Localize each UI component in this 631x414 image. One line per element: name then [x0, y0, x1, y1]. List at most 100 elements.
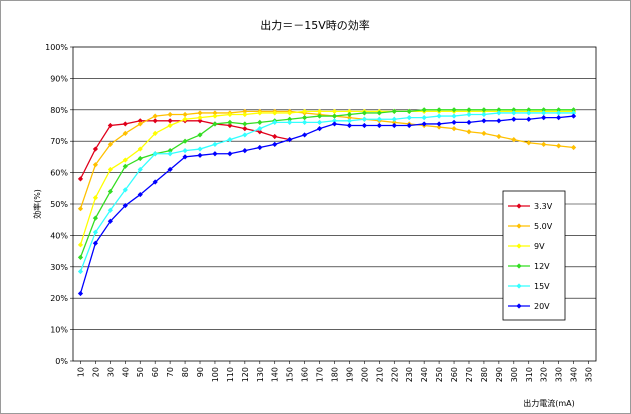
data-point [316, 113, 323, 119]
y-axis-title: 効率(%) [32, 189, 42, 219]
x-tick-label: 130 [256, 367, 265, 382]
data-point [197, 152, 203, 158]
data-point [242, 121, 248, 127]
data-point [257, 110, 263, 116]
data-point [511, 107, 517, 113]
data-point [287, 116, 293, 122]
data-point [406, 122, 412, 129]
data-point [107, 122, 113, 129]
data-point [272, 110, 278, 116]
data-point [526, 107, 532, 113]
data-point [496, 118, 502, 124]
x-tick-label: 70 [166, 367, 175, 377]
x-tick-label: 190 [345, 367, 354, 382]
data-point [316, 119, 323, 125]
data-point [570, 107, 577, 113]
data-point [481, 130, 487, 136]
x-tick-label: 210 [375, 367, 384, 382]
data-point [556, 143, 562, 149]
data-point [77, 254, 84, 260]
data-point [556, 115, 562, 121]
x-tick-label: 140 [271, 367, 280, 382]
y-tick-label: 40% [50, 231, 68, 240]
data-point [391, 116, 397, 122]
data-point [137, 121, 143, 127]
data-point [496, 110, 502, 116]
data-point [197, 115, 203, 121]
legend-label: 15V [534, 282, 550, 291]
x-tick-label: 240 [420, 367, 429, 382]
data-point [436, 121, 442, 127]
data-point [152, 118, 158, 124]
data-point [346, 122, 353, 129]
data-point [331, 121, 338, 127]
data-point [122, 121, 128, 127]
y-tick-label: 50% [50, 200, 68, 209]
y-tick-label: 60% [50, 169, 68, 178]
data-point [406, 108, 412, 114]
series-line [79, 112, 574, 272]
series-line [79, 110, 574, 209]
legend-item: 5.0V [508, 222, 553, 231]
data-point [466, 119, 472, 125]
data-point [137, 166, 143, 173]
data-point [242, 132, 248, 138]
legend-marker [516, 263, 522, 269]
x-tick-label: 120 [241, 367, 250, 382]
data-point [302, 115, 308, 121]
data-point [107, 207, 113, 213]
data-point [391, 122, 397, 129]
data-point [287, 110, 293, 116]
legend-item: 20V [508, 302, 550, 311]
y-axis-ticks: 0% 10% 20% 30% 40% 50% 60% 70% 80% 90% 100% [45, 43, 73, 366]
y-tick-label: 100% [45, 43, 68, 52]
data-point [302, 119, 308, 125]
data-point [406, 115, 412, 121]
data-point [272, 141, 278, 147]
data-point [197, 132, 203, 138]
data-point [436, 107, 442, 113]
x-tick-label: 20 [91, 367, 100, 377]
x-tick-label: 170 [316, 367, 325, 382]
data-point [272, 133, 278, 140]
data-point [481, 111, 487, 118]
data-point [376, 116, 382, 122]
y-tick-label: 30% [50, 263, 68, 272]
data-point [212, 121, 218, 127]
data-point [152, 151, 158, 157]
series-line [79, 115, 574, 294]
grid-lines [73, 78, 596, 330]
x-tick-label: 30 [106, 367, 115, 377]
chart-title: 出力＝－15V時の効率 [260, 18, 370, 32]
data-point [331, 113, 338, 119]
x-tick-label: 310 [525, 367, 534, 382]
data-point [346, 108, 353, 114]
data-point [212, 110, 218, 116]
data-point [137, 155, 143, 162]
data-point [167, 151, 173, 157]
x-tick-label: 280 [480, 367, 489, 382]
y-tick-label: 0% [55, 357, 68, 366]
data-point [287, 137, 293, 143]
series-lines [77, 107, 577, 297]
data-point [212, 113, 218, 119]
x-axis-ticks: 10 20 30 40 50 60 70 80 90 100 110 120 130 140 150 160 1… [76, 361, 594, 382]
data-point [122, 187, 128, 193]
data-point [242, 126, 248, 132]
data-point [122, 163, 128, 169]
legend-label: 3.3V [534, 202, 553, 211]
data-point [302, 132, 308, 138]
series-5-0V [77, 108, 577, 212]
data-point [361, 116, 367, 122]
data-point [541, 107, 547, 113]
data-point [541, 141, 547, 147]
x-tick-label: 330 [555, 367, 564, 382]
data-point [227, 151, 233, 157]
legend-marker [516, 203, 522, 209]
data-point [451, 119, 457, 125]
data-point [257, 144, 263, 151]
x-tick-label: 100 [211, 367, 220, 382]
x-tick-label: 350 [585, 367, 594, 382]
data-point [421, 107, 427, 113]
